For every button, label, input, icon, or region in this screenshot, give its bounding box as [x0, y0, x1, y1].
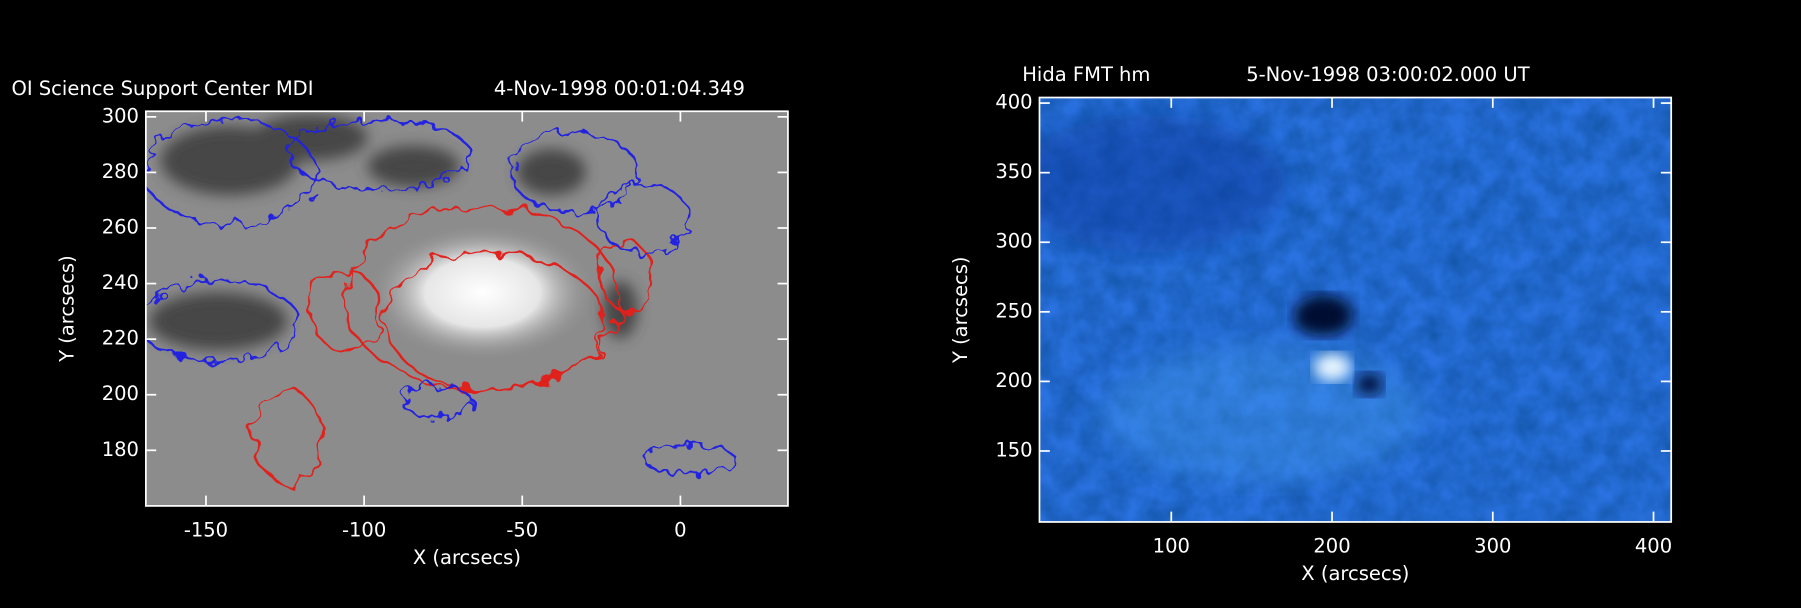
x-axis-label: X (arcsecs) — [1301, 562, 1409, 585]
chart-title: Hida FMT hm — [1022, 63, 1150, 86]
y-tick-label: 280 — [102, 160, 139, 183]
y-tick-label: 260 — [102, 216, 139, 239]
x-tick-label: -150 — [184, 519, 228, 542]
y-tick-label: 150 — [995, 438, 1032, 461]
x-tick-label: -50 — [506, 519, 538, 542]
x-tick-label: 0 — [674, 519, 686, 542]
y-axis-label: Y (arcsecs) — [949, 256, 972, 364]
magnetogram-image — [145, 111, 788, 506]
x-tick-label: 400 — [1635, 535, 1672, 558]
plot-frame — [1038, 96, 1673, 523]
x-tick-label: 300 — [1474, 535, 1511, 558]
x-tick-label: 200 — [1313, 535, 1350, 558]
y-tick-label: 250 — [995, 299, 1032, 322]
x-tick-label: -100 — [342, 519, 386, 542]
chromosphere-image — [1039, 97, 1672, 522]
plot-frame — [145, 110, 789, 507]
chart-date: 5-Nov-1998 03:00:02.000 UT — [1246, 63, 1529, 86]
y-tick-label: 350 — [995, 160, 1032, 183]
y-tick-label: 240 — [102, 271, 139, 294]
y-tick-label: 180 — [102, 438, 139, 461]
y-tick-label: 220 — [102, 327, 139, 350]
y-tick-label: 200 — [995, 369, 1032, 392]
x-tick-label: 100 — [1153, 535, 1190, 558]
x-axis-label: X (arcsecs) — [413, 546, 521, 569]
y-tick-label: 300 — [102, 104, 139, 127]
y-tick-label: 300 — [995, 230, 1032, 253]
y-tick-label: 200 — [102, 382, 139, 405]
chart-date: 4-Nov-1998 00:01:04.349 — [494, 77, 745, 100]
y-axis-label: Y (arcsecs) — [55, 255, 78, 363]
y-tick-label: 400 — [995, 91, 1032, 114]
chart-title: OI Science Support Center MDI — [11, 77, 313, 100]
